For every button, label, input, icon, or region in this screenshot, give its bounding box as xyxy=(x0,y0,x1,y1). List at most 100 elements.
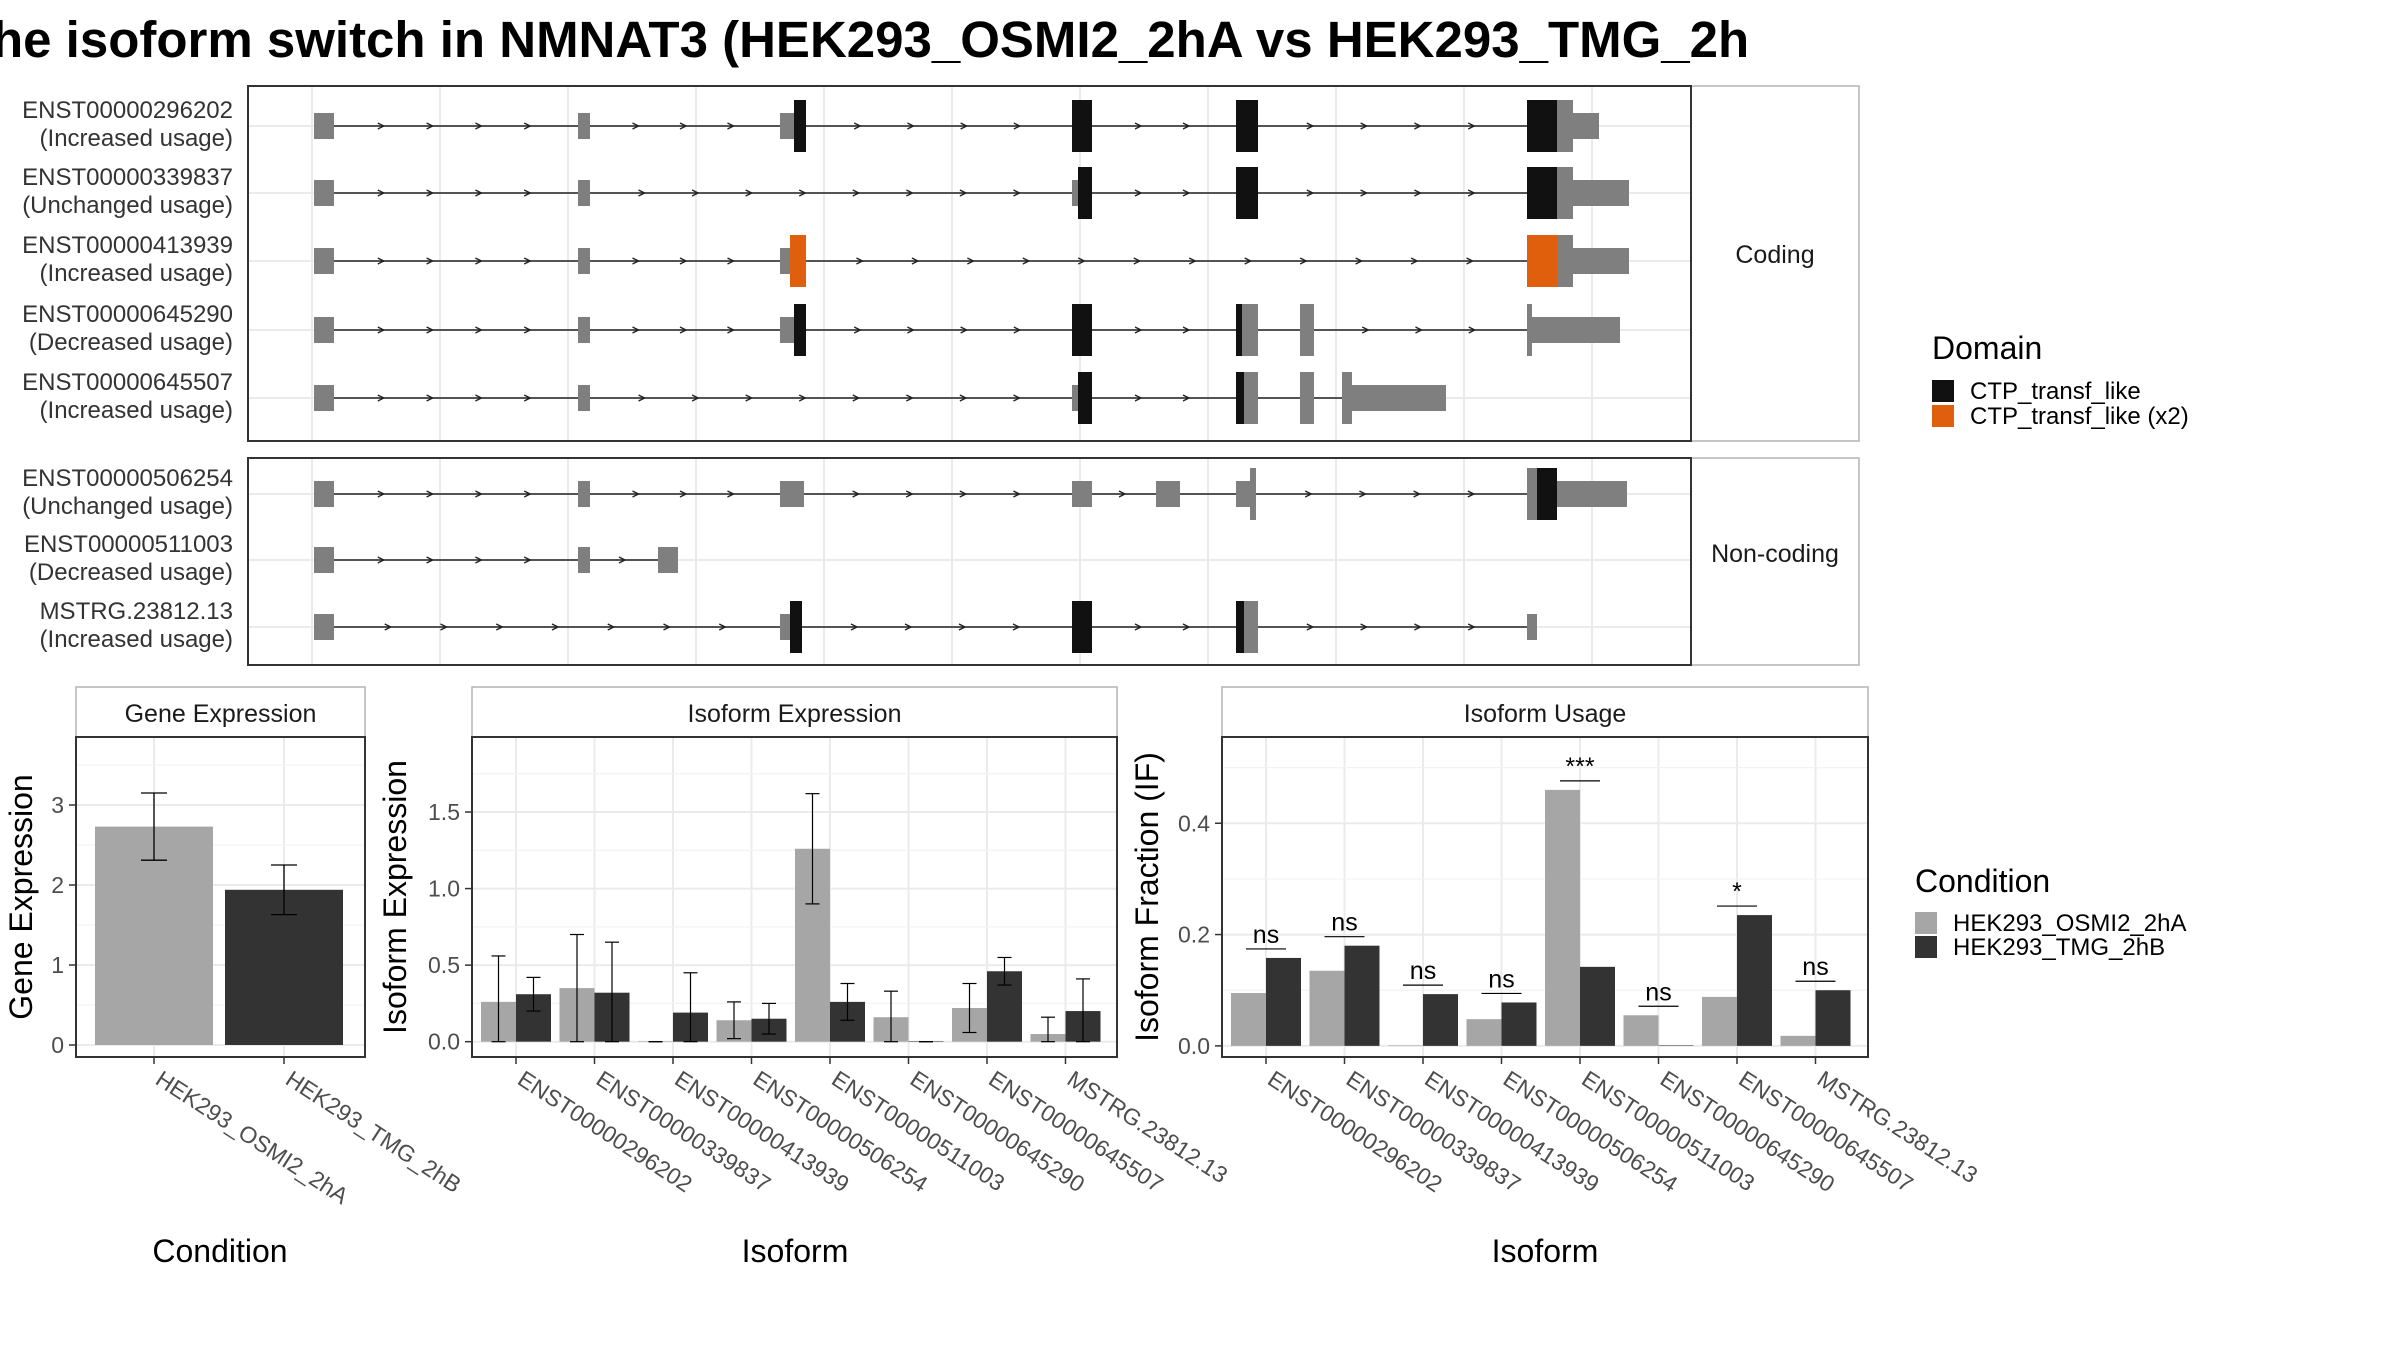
intron-arrow xyxy=(475,189,483,197)
exon-block xyxy=(578,113,590,139)
significance-label: ns xyxy=(1331,909,1357,937)
intron-arrow xyxy=(607,623,616,631)
y-tick-label: 3 xyxy=(51,792,64,818)
bar xyxy=(95,826,213,1045)
intron-arrow xyxy=(1013,490,1021,498)
transcript-row: ENST00000506254(Unchanged usage) xyxy=(22,465,1627,520)
intron-arrow xyxy=(1466,257,1475,265)
intron-arrow xyxy=(1013,394,1022,402)
transcript-row: ENST00000511003(Decreased usage) xyxy=(24,531,678,586)
exon-block xyxy=(1557,481,1627,507)
domain-exon-block xyxy=(1236,601,1244,653)
intron-arrow xyxy=(475,394,483,402)
domain-legend-title: Domain xyxy=(1932,330,2042,366)
condition-legend-label-tmg: HEK293_TMG_2hB xyxy=(1953,934,2165,961)
transcript-id-label: ENST00000296202 xyxy=(22,97,233,124)
intron-arrow xyxy=(523,394,532,402)
domain-legend-swatch-ctp-x2 xyxy=(1932,405,1954,427)
y-axis-title: Isoform Fraction (IF) xyxy=(1129,752,1165,1042)
intron-arrow xyxy=(638,394,647,402)
exon-block xyxy=(1072,481,1092,507)
exon-block xyxy=(1244,601,1258,653)
exon-block xyxy=(1352,385,1446,411)
intron-arrow xyxy=(1306,189,1315,197)
exon-block xyxy=(578,317,590,343)
exon-block xyxy=(1557,100,1573,152)
significance-label: ns xyxy=(1645,978,1671,1006)
condition-legend: Condition HEK293_OSMI2_2hA HEK293_TMG_2h… xyxy=(1915,863,2186,961)
intron-arrow xyxy=(798,189,807,197)
chart-title: Gene Expression xyxy=(125,700,317,728)
bar xyxy=(1344,945,1380,1046)
intron-arrow xyxy=(377,257,386,265)
intron-arrow xyxy=(475,490,483,498)
intron-arrow xyxy=(523,326,532,334)
intron-arrow xyxy=(377,394,386,402)
intron-arrow xyxy=(850,623,859,631)
y-tick-label: 0.5 xyxy=(428,952,460,978)
figure-title: he isoform switch in NMNAT3 (HEK293_OSMI… xyxy=(0,11,1749,68)
intron-arrow xyxy=(632,257,641,265)
intron-arrow xyxy=(967,257,975,265)
intron-arrow xyxy=(523,490,532,498)
plot-border xyxy=(75,736,366,1058)
bar xyxy=(1815,990,1851,1046)
transcript-id-label: ENST00000413939 xyxy=(22,232,233,259)
intron-arrow xyxy=(1182,326,1191,334)
transcript-id-label: ENST00000645290 xyxy=(22,301,233,328)
chart-panel-isoform-expression: Isoform Expression0.00.51.01.5ENST000002… xyxy=(377,686,1232,1269)
exon-block xyxy=(314,317,334,343)
intron-arrow xyxy=(1414,623,1422,631)
intron-arrow xyxy=(377,490,386,498)
exon-block xyxy=(314,481,334,507)
bar xyxy=(1780,1035,1816,1046)
intron-arrow xyxy=(1188,257,1197,265)
transcript-usage-label: (Unchanged usage) xyxy=(22,192,233,219)
bar xyxy=(1266,957,1301,1046)
intron-arrow xyxy=(727,326,736,334)
transcript-id-label: ENST00000645507 xyxy=(22,369,233,396)
panel-strip xyxy=(1690,85,1860,442)
domain-exon-block xyxy=(1527,100,1557,152)
intron-arrow xyxy=(426,490,435,498)
exon-block xyxy=(1557,235,1573,287)
exon-block xyxy=(1527,614,1537,640)
exon-block xyxy=(1072,180,1078,206)
intron-arrow xyxy=(905,490,914,498)
bar xyxy=(1309,970,1345,1046)
transcript-row: ENST00000645290(Decreased usage) xyxy=(22,301,1620,356)
transcript-usage-label: (Increased usage) xyxy=(40,397,233,424)
bar xyxy=(1423,994,1458,1046)
significance-label: *** xyxy=(1565,753,1594,781)
significance-label: ns xyxy=(1253,921,1279,949)
bar xyxy=(1658,1045,1694,1046)
exon-block xyxy=(1527,468,1537,520)
intron-arrow xyxy=(426,257,435,265)
domain-exon-block xyxy=(794,100,806,152)
intron-arrow xyxy=(1182,189,1191,197)
intron-arrow xyxy=(618,556,627,564)
domain-legend-label-ctp: CTP_transf_like xyxy=(1970,378,2141,405)
intron-arrow xyxy=(1134,394,1143,402)
intron-arrow xyxy=(856,257,865,265)
intron-arrow xyxy=(426,394,435,402)
intron-arrow xyxy=(853,326,862,334)
y-axis-title: Gene Expression xyxy=(3,774,39,1019)
intron-arrow xyxy=(1013,326,1022,334)
intron-arrow xyxy=(679,257,688,265)
transcript-id-label: ENST00000506254 xyxy=(22,465,233,492)
intron-arrow xyxy=(1467,189,1476,197)
domain-legend-swatch-ctp xyxy=(1932,380,1954,402)
condition-legend-swatch-tmg xyxy=(1915,936,1937,958)
exon-block xyxy=(578,385,590,411)
exon-block xyxy=(1236,481,1250,507)
intron-arrow xyxy=(377,556,386,564)
domain-exon-block xyxy=(1072,100,1092,152)
structure-panel-non-coding: Non-coding ENST00000506254(Unchanged usag… xyxy=(22,457,1860,666)
intron-arrow xyxy=(523,257,532,265)
exon-block xyxy=(578,180,590,206)
domain-exon-block xyxy=(1537,468,1557,520)
intron-arrow xyxy=(904,623,913,631)
